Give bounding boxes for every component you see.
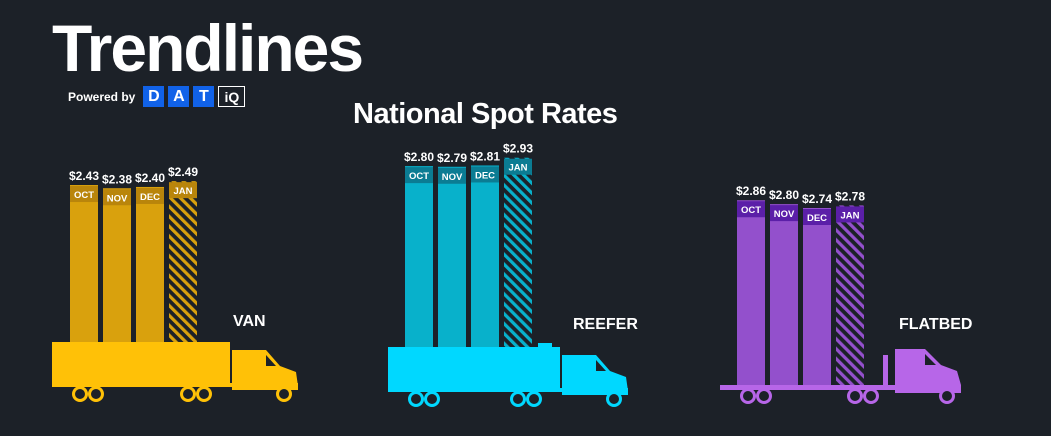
reefer-jan-tag <box>504 158 532 175</box>
flatbed-series-label: FLATBED <box>899 316 972 333</box>
van-chassis <box>52 383 298 387</box>
flatbed-jan-bar <box>836 205 864 385</box>
van-oct-value-label: $2.43 <box>69 169 99 183</box>
flatbed-dec-value-label: $2.74 <box>802 192 832 206</box>
flatbed-dec-bar <box>803 207 831 385</box>
reefer-wheel <box>408 391 424 407</box>
reefer-oct-tag <box>405 167 433 184</box>
reefer-dec-bar <box>471 165 499 347</box>
flatbed-wheel <box>740 388 756 404</box>
flatbed-dec-month-label: DEC <box>807 213 827 224</box>
flatbed-chart-group: OCT $2.86 NOV $2.80 DEC $2.74 JAN $2.78 FLATBED <box>720 184 972 404</box>
logo-letter-d: D <box>143 86 165 107</box>
flatbed-oct-value-label: $2.86 <box>736 184 766 198</box>
van-wheel <box>72 386 88 402</box>
flatbed-jan-value-label: $2.78 <box>835 189 865 203</box>
reefer-jan-value-label: $2.93 <box>503 142 533 156</box>
flatbed-oct-tag <box>737 201 765 218</box>
van-wheel <box>196 386 212 402</box>
powered-by-label: Powered by <box>68 89 136 104</box>
logo-iq: iQ <box>218 86 246 107</box>
reefer-trailer <box>388 347 560 388</box>
flatbed-dec-tag <box>803 208 831 225</box>
reefer-jan-month-label: JAN <box>508 163 527 174</box>
reefer-wheel <box>526 391 542 407</box>
reefer-cab <box>562 355 628 395</box>
reefer-nov-bar <box>438 166 466 347</box>
flatbed-jan-month-label: JAN <box>840 210 859 221</box>
reefer-oct-bar <box>405 166 433 347</box>
van-wheel <box>180 386 196 402</box>
flatbed-nov-tag <box>770 205 798 222</box>
flatbed-wheel <box>863 388 879 404</box>
van-nov-value-label: $2.38 <box>102 172 132 186</box>
reefer-cab-window <box>596 360 606 371</box>
page-title: Trendlines <box>52 11 364 85</box>
van-nov-month-label: NOV <box>107 193 128 204</box>
van-wheel <box>276 386 292 402</box>
van-oct-tag <box>70 186 98 203</box>
reefer-nov-tag <box>438 167 466 184</box>
van-oct-bar <box>70 185 98 342</box>
van-dec-value-label: $2.40 <box>135 171 165 185</box>
van-dec-bar <box>136 186 164 342</box>
reefer-dec-tag <box>471 166 499 183</box>
van-series-label: VAN <box>233 313 266 330</box>
flatbed-jan-tag <box>836 206 864 223</box>
reefer-dec-month-label: DEC <box>475 170 495 181</box>
van-jan-month-label: JAN <box>173 186 192 197</box>
flatbed-oct-month-label: OCT <box>741 205 761 216</box>
flatbed-cab <box>895 349 961 393</box>
reefer-jan-bar <box>504 157 532 347</box>
reefer-unit <box>538 343 552 353</box>
reefer-series-label: REEFER <box>573 316 638 333</box>
van-oct-month-label: OCT <box>74 190 94 201</box>
reefer-dec-value-label: $2.81 <box>470 149 500 163</box>
van-cab <box>232 350 298 390</box>
van-jan-bar <box>169 181 197 342</box>
van-jan-tag <box>169 182 197 199</box>
reefer-chassis <box>388 388 628 392</box>
flatbed-deck <box>720 385 895 390</box>
flatbed-wheel <box>756 388 772 404</box>
flatbed-cab-window <box>925 354 936 365</box>
logo-letter-t: T <box>193 86 215 107</box>
flatbed-wheel <box>847 388 863 404</box>
van-chart-group: OCT $2.43 NOV $2.38 DEC $2.40 JAN $2.49 VAN <box>52 165 298 402</box>
chart-subtitle: National Spot Rates <box>353 98 618 130</box>
van-cab-window <box>266 355 276 366</box>
reefer-wheel <box>424 391 440 407</box>
van-wheel <box>88 386 104 402</box>
powered-by-logo: Powered by D A T iQ <box>68 86 246 107</box>
flatbed-oct-bar <box>737 200 765 385</box>
flatbed-nov-value-label: $2.80 <box>769 188 799 202</box>
flatbed-wheel <box>939 388 955 404</box>
logo-letter-a: A <box>168 86 190 107</box>
van-dec-month-label: DEC <box>140 192 160 203</box>
van-nov-tag <box>103 189 131 206</box>
reefer-chart-group: OCT $2.80 NOV $2.79 DEC $2.81 JAN $2.93 REEFER <box>388 142 638 407</box>
reefer-wheel <box>510 391 526 407</box>
flatbed-exhaust <box>883 355 888 385</box>
van-jan-value-label: $2.49 <box>168 165 198 179</box>
reefer-oct-value-label: $2.80 <box>404 150 434 164</box>
flatbed-nov-bar <box>770 204 798 385</box>
van-trailer <box>52 342 230 383</box>
flatbed-nov-month-label: NOV <box>774 209 795 220</box>
reefer-nov-value-label: $2.79 <box>437 151 467 165</box>
reefer-oct-month-label: OCT <box>409 171 429 182</box>
reefer-nov-month-label: NOV <box>442 172 463 183</box>
reefer-wheel <box>606 391 622 407</box>
van-dec-tag <box>136 187 164 204</box>
van-nov-bar <box>103 188 131 342</box>
